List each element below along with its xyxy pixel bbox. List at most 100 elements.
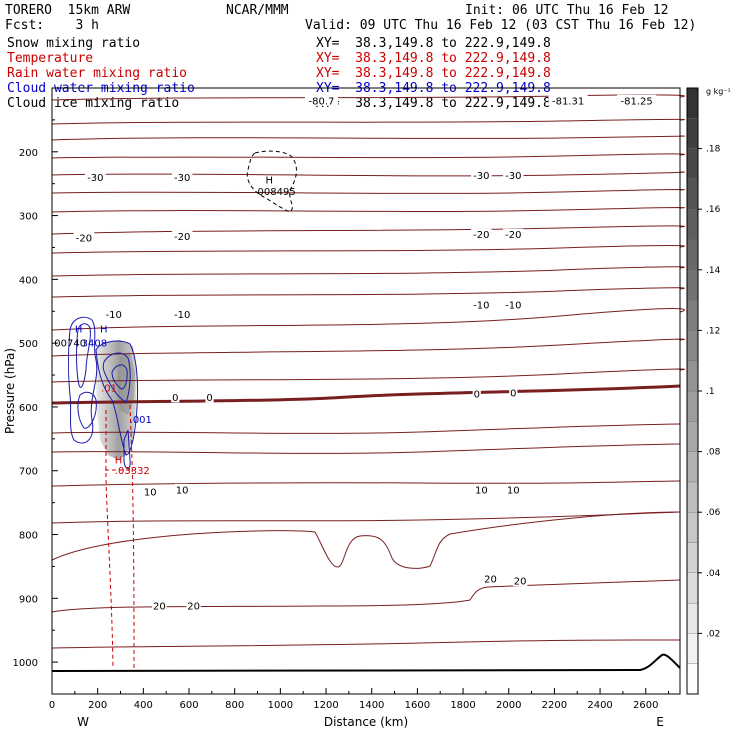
- colorbar-level: [686, 118, 699, 149]
- field-xy-rain: XY= 38.3,149.8 to 222.9,149.8: [316, 66, 551, 81]
- temp-contour-label: 20: [484, 575, 497, 586]
- east-label: E: [656, 715, 664, 729]
- init-time: Init: 06 UTC Thu 16 Feb 12: [465, 3, 669, 18]
- x-tick-label: 2600: [633, 700, 658, 711]
- x-axis-label: Distance (km): [324, 715, 408, 729]
- colorbar-level: [686, 209, 699, 240]
- temp-label-bg: [483, 573, 498, 585]
- x-tick-label: 1600: [405, 700, 430, 711]
- colorbar-tick-label: .18: [706, 145, 721, 155]
- temp-contour-label: 0: [206, 393, 212, 404]
- temp-contour: [51, 207, 685, 213]
- temp-contour: [51, 225, 685, 235]
- colorbar-level: [686, 572, 699, 604]
- extremum-label: 00740: [54, 339, 86, 350]
- cloud-water-contour: [95, 340, 139, 456]
- colorbar-unit: g kg⁻¹: [706, 87, 731, 96]
- extremum-label: H: [115, 455, 123, 466]
- colorbar-level: [686, 299, 699, 331]
- colorbar-level: [686, 421, 699, 452]
- x-tick-label: 2000: [496, 700, 521, 711]
- colorbar-tick-label: .08: [706, 448, 721, 458]
- temp-contour-label: -81.31: [552, 96, 584, 107]
- temp-label-bg: [171, 308, 193, 320]
- y-tick-label: 200: [19, 148, 38, 159]
- temp-contour: [51, 639, 681, 649]
- temp-label-bg: [186, 599, 201, 611]
- colorbar-level: [686, 148, 699, 180]
- temp-contour: [51, 189, 685, 194]
- temp-label-bg: [205, 391, 214, 403]
- extremum-label: 008495: [258, 187, 296, 198]
- temp-contour-label: 0: [474, 390, 480, 401]
- extremum-label: H: [75, 325, 83, 336]
- temp-contour-label: -30: [473, 171, 489, 182]
- temp-contour-label: -10: [105, 310, 121, 321]
- temp-label-bg: [171, 230, 193, 242]
- field-name-temperature: Temperature: [7, 51, 94, 66]
- x-tick-label: 200: [88, 700, 107, 711]
- temp-contour-label: -30: [174, 173, 190, 184]
- x-tick-label: 1400: [359, 700, 384, 711]
- temp-contour: [51, 266, 685, 277]
- cloud-water-contour: [76, 323, 91, 388]
- temp-contour-label: -10: [174, 310, 190, 321]
- colorbar-level: [686, 87, 699, 119]
- extremum-label: H: [266, 175, 274, 186]
- y-tick-label: 500: [19, 339, 38, 350]
- y-tick-label: 300: [19, 212, 38, 223]
- x-tick-label: 800: [225, 700, 244, 711]
- y-tick-label: 900: [19, 594, 38, 605]
- temp-contour: [51, 244, 685, 254]
- cloud-water-contours: [68, 316, 139, 469]
- temp-contour: [51, 135, 685, 141]
- temp-contour-label: 10: [475, 485, 488, 496]
- colorbar-level: [686, 451, 699, 483]
- temp-contour: [51, 308, 685, 331]
- temp-label-bg: [174, 483, 190, 495]
- colorbar: .02 .04 .06 .08 .1 .12 .14 .16 .18: [686, 87, 721, 695]
- temp-label-bg: [502, 228, 524, 240]
- temp-contour: [51, 579, 681, 613]
- y-tick-label: 600: [19, 403, 38, 414]
- temp-label-bg: [152, 599, 167, 611]
- temp-contour-label: 20: [153, 601, 166, 612]
- temp-contour: [51, 443, 681, 454]
- extremum-label: .03332: [115, 466, 150, 477]
- temp-contour: [51, 368, 685, 383]
- extremum-label: .01: [101, 383, 117, 394]
- temp-label-bg: [474, 483, 489, 495]
- cloud-water-contour: [123, 429, 131, 469]
- label-layer: -80.7 -81.31 -81.25 -30 -30 -30 -30 -20 -20 -20 -2…: [54, 94, 657, 612]
- temp-label-bg: [103, 308, 124, 320]
- temp-label-bg: [85, 171, 106, 183]
- temp-contour-label: -30: [505, 171, 521, 182]
- temp-contour-label: 0: [510, 388, 516, 399]
- colorbar-tick-label: .12: [706, 326, 720, 336]
- model-title: TORERO 15km ARW: [5, 3, 131, 18]
- temp-label-bg: [502, 298, 524, 310]
- x-tick-label: 1800: [450, 700, 475, 711]
- temp-contour: [51, 423, 681, 434]
- extremum-label: .001: [130, 415, 152, 426]
- colorbar-level: [686, 602, 699, 634]
- temp-label-bg: [506, 483, 521, 495]
- cloud-water-contour: [111, 364, 128, 390]
- field-xy-snow: XY= 38.3,149.8 to 222.9,149.8: [316, 36, 551, 51]
- temperature-contours: [51, 94, 685, 649]
- colorbar-tick-label: .16: [706, 205, 721, 215]
- temp-contour: [51, 480, 681, 487]
- temp-contour-label: 10: [176, 485, 189, 496]
- temp-label-bg: [73, 231, 95, 243]
- colorbar-level: [686, 633, 699, 664]
- temp-label-bg: [471, 298, 492, 310]
- colorbar-level: [686, 390, 699, 422]
- temp-label-bg: [548, 94, 588, 106]
- west-label: W: [77, 715, 89, 729]
- temp-label-bg: [472, 388, 481, 400]
- temp-contour-label: -10: [505, 300, 521, 311]
- temp-label-bg: [471, 169, 492, 181]
- temp-contour: [51, 94, 685, 101]
- terrain-line: [51, 653, 681, 672]
- rain-contour: [129, 404, 135, 669]
